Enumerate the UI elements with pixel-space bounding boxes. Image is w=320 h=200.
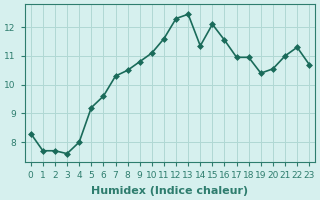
X-axis label: Humidex (Indice chaleur): Humidex (Indice chaleur)	[92, 186, 249, 196]
